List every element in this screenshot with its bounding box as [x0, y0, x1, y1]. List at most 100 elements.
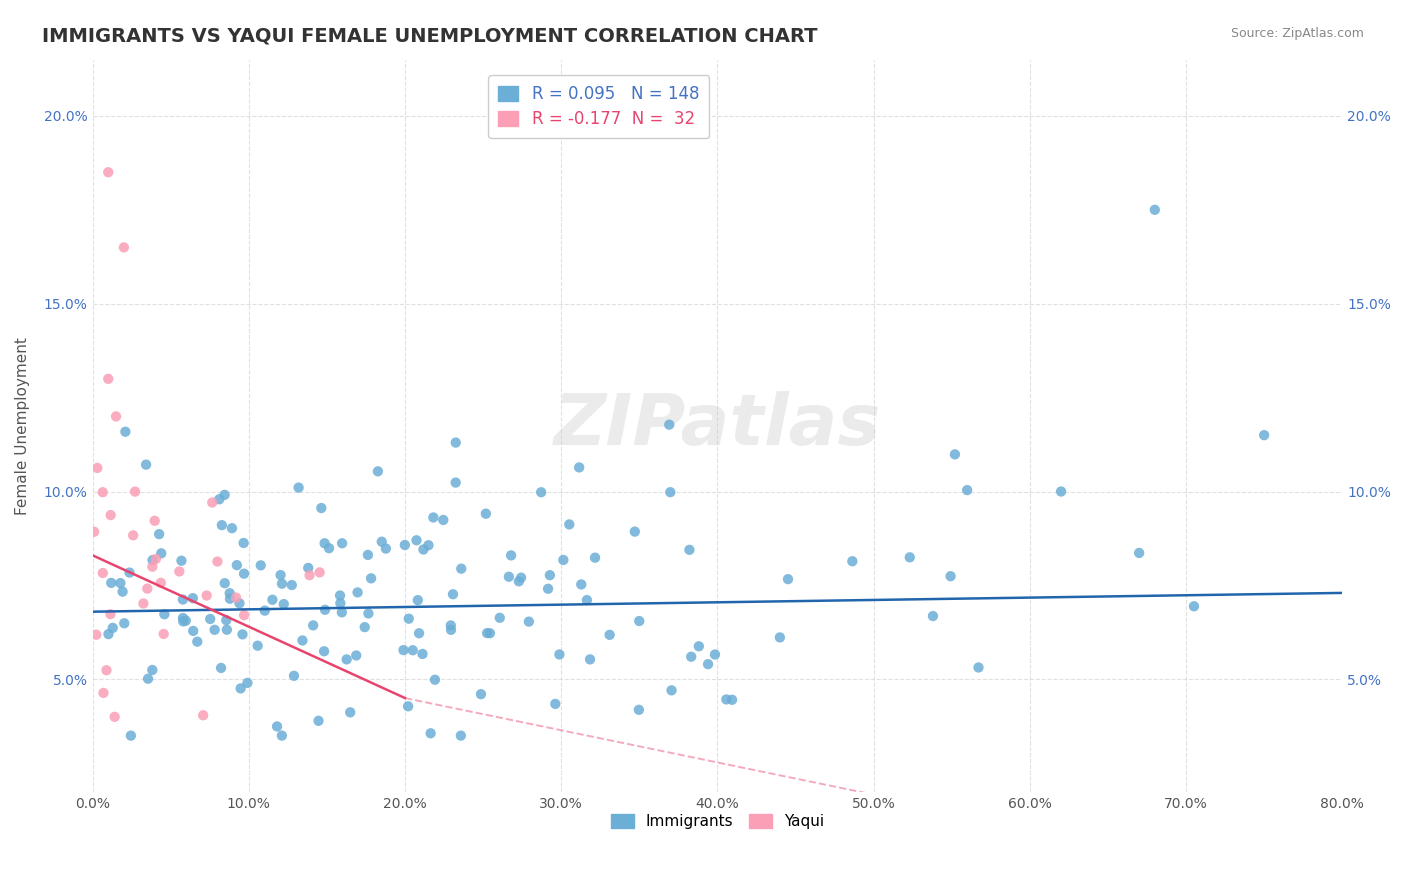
Point [398, 612, 420, 626]
Point [697, 657, 720, 672]
Text: Source: ZipAtlas.com: Source: ZipAtlas.com [1230, 27, 1364, 40]
Point [402, 643, 425, 657]
Point [318, 541, 340, 556]
Point [97, 165, 120, 179]
Point [339, 706, 361, 720]
Point [271, 576, 294, 591]
Point [568, 460, 591, 475]
Point [1253, 428, 1275, 442]
Point [142, 553, 165, 567]
Point [262, 592, 284, 607]
Point [475, 626, 498, 640]
Point [678, 542, 700, 557]
Point [120, 729, 142, 743]
Point [91, 485, 114, 500]
Point [575, 593, 598, 607]
Point [475, 507, 498, 521]
Point [498, 570, 520, 584]
Point [170, 554, 193, 568]
Point [704, 648, 727, 662]
Point [283, 669, 305, 683]
Point [418, 538, 440, 552]
Point [297, 561, 319, 575]
Point [450, 729, 472, 743]
Point [287, 481, 309, 495]
Point [169, 565, 191, 579]
Point [148, 527, 170, 541]
Point [411, 647, 433, 661]
Point [232, 536, 254, 550]
Point [558, 517, 581, 532]
Point [308, 566, 330, 580]
Point [233, 608, 256, 623]
Point [201, 495, 224, 509]
Point [186, 634, 208, 648]
Point [1050, 484, 1073, 499]
Point [291, 633, 314, 648]
Point [191, 708, 214, 723]
Point [136, 672, 159, 686]
Text: IMMIGRANTS VS YAQUI FEMALE UNEMPLOYMENT CORRELATION CHART: IMMIGRANTS VS YAQUI FEMALE UNEMPLOYMENT … [42, 27, 818, 45]
Point [357, 548, 380, 562]
Point [122, 528, 145, 542]
Point [112, 240, 135, 254]
Point [172, 592, 194, 607]
Point [314, 536, 336, 550]
Point [233, 566, 256, 581]
Point [406, 593, 429, 607]
Point [110, 576, 132, 591]
Point [111, 584, 134, 599]
Point [141, 663, 163, 677]
Point [195, 589, 218, 603]
Point [100, 607, 122, 622]
Point [104, 710, 127, 724]
Point [150, 546, 173, 560]
Point [181, 591, 204, 606]
Point [374, 541, 396, 556]
Point [659, 485, 682, 500]
Point [145, 552, 167, 566]
Point [1182, 599, 1205, 614]
Point [517, 615, 540, 629]
Text: ZIPatlas: ZIPatlas [554, 392, 882, 460]
Point [967, 660, 990, 674]
Legend: Immigrants, Yaqui: Immigrants, Yaqui [605, 808, 830, 836]
Point [225, 558, 247, 573]
Point [627, 703, 650, 717]
Point [141, 559, 163, 574]
Point [488, 611, 510, 625]
Point [510, 571, 533, 585]
Point [432, 513, 454, 527]
Point [209, 661, 232, 675]
Point [336, 652, 359, 666]
Point [508, 574, 530, 589]
Point [440, 623, 463, 637]
Point [198, 612, 221, 626]
Point [266, 719, 288, 733]
Point [211, 518, 233, 533]
Point [405, 533, 427, 548]
Point [440, 618, 463, 632]
Point [298, 568, 321, 582]
Point [302, 618, 325, 632]
Point [97, 372, 120, 386]
Point [394, 538, 416, 552]
Point [221, 521, 243, 535]
Point [939, 569, 962, 583]
Point [114, 425, 136, 439]
Point [553, 553, 575, 567]
Point [579, 652, 602, 666]
Point [658, 417, 681, 432]
Y-axis label: Female Unemployment: Female Unemployment [15, 337, 30, 515]
Point [688, 640, 710, 654]
Point [236, 676, 259, 690]
Point [346, 585, 368, 599]
Point [396, 699, 419, 714]
Point [329, 596, 352, 610]
Point [624, 524, 647, 539]
Point [86, 628, 108, 642]
Point [124, 484, 146, 499]
Point [943, 447, 966, 461]
Point [97, 627, 120, 641]
Point [314, 644, 336, 658]
